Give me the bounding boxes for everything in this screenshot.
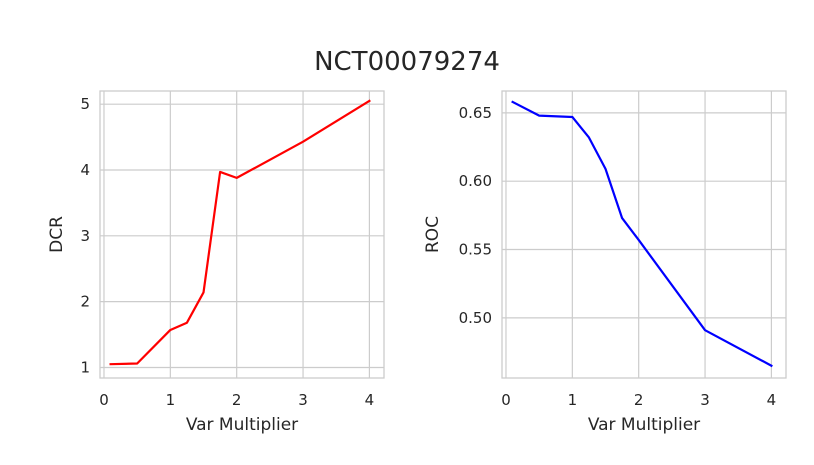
dcr-series-line [109, 99, 371, 366]
roc-y-tick-label: 0.50 [459, 309, 492, 327]
roc-x-tick-label: 1 [568, 391, 578, 409]
dcr-y-tick-label: 5 [80, 95, 90, 113]
dcr-x-tick-label: 4 [365, 391, 375, 409]
dcr-y-tick-label: 2 [80, 293, 90, 311]
roc-series-line [511, 100, 773, 368]
dcr-x-axis-label: Var Multiplier [186, 415, 298, 435]
roc-y-tick-label: 0.60 [459, 172, 492, 190]
dcr-x-tick-label: 0 [99, 391, 109, 409]
roc-y-tick-label: 0.65 [459, 104, 492, 122]
dcr-x-tick-label: 3 [298, 391, 308, 409]
dcr-x-tick-label: 2 [232, 391, 242, 409]
dcr-x-tick-label: 1 [166, 391, 176, 409]
dcr-y-tick-label: 1 [80, 358, 90, 376]
roc-x-tick-label: 3 [700, 391, 710, 409]
dcr-y-tick-label: 4 [80, 161, 90, 179]
roc-x-tick-label: 4 [767, 391, 777, 409]
roc-y-tick-label: 0.55 [459, 241, 492, 259]
roc-plot-frame [501, 90, 787, 379]
roc-x-axis-label: Var Multiplier [588, 415, 700, 435]
roc-x-tick-label: 0 [501, 391, 511, 409]
dcr-y-tick-label: 3 [80, 227, 90, 245]
figure-title: NCT00079274 [314, 47, 500, 77]
roc-y-axis-label: ROC [423, 216, 443, 253]
dcr-y-axis-label: DCR [47, 216, 67, 253]
roc-subplot: 0 1 2 3 4 0.50 0.55 0.60 0.65 Var Multiplier ROC [423, 90, 787, 435]
roc-x-tick-label: 2 [634, 391, 644, 409]
dcr-plot-frame [99, 90, 385, 379]
